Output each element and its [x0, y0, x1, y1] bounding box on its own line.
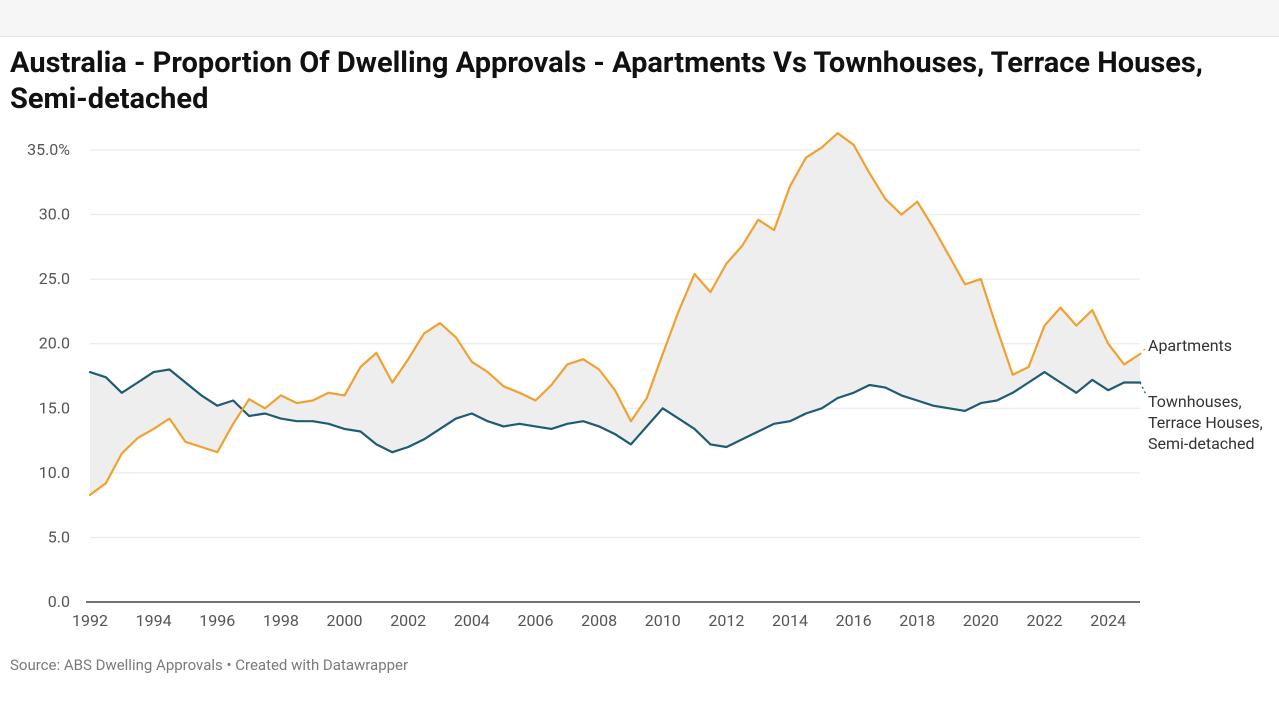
- svg-text:2016: 2016: [836, 611, 872, 630]
- svg-text:2004: 2004: [454, 611, 490, 630]
- svg-text:2012: 2012: [708, 611, 744, 630]
- svg-text:2000: 2000: [327, 611, 363, 630]
- top-bar: [0, 0, 1279, 37]
- line-chart: 0.0 5.0 10.0 15.0 20.0 25.0 30.0 35.0% 1992 1994 1…: [10, 132, 1269, 642]
- series-label-text: Townhouses, Terrace Houses, Semi-detache…: [1148, 392, 1263, 453]
- series-label-text: Apartments: [1148, 336, 1232, 355]
- series-label-townhouses: Townhouses, Terrace Houses, Semi-detache…: [1148, 392, 1268, 454]
- svg-text:25.0: 25.0: [39, 269, 70, 288]
- svg-text:1992: 1992: [72, 611, 108, 630]
- svg-text:2020: 2020: [963, 611, 999, 630]
- svg-text:1998: 1998: [263, 611, 299, 630]
- svg-text:20.0: 20.0: [39, 333, 70, 352]
- svg-text:2024: 2024: [1090, 611, 1126, 630]
- chart-title: Australia - Proportion Of Dwelling Appro…: [10, 45, 1269, 118]
- svg-text:2002: 2002: [390, 611, 426, 630]
- svg-text:1994: 1994: [136, 611, 172, 630]
- svg-text:5.0: 5.0: [48, 527, 70, 546]
- series-label-apartments: Apartments: [1148, 336, 1232, 357]
- svg-text:2022: 2022: [1027, 611, 1063, 630]
- chart-area: 0.0 5.0 10.0 15.0 20.0 25.0 30.0 35.0% 1992 1994 1…: [10, 132, 1269, 642]
- svg-text:2008: 2008: [581, 611, 617, 630]
- svg-text:35.0%: 35.0%: [27, 140, 70, 159]
- svg-text:1996: 1996: [199, 611, 235, 630]
- svg-text:2018: 2018: [899, 611, 935, 630]
- svg-text:2010: 2010: [645, 611, 681, 630]
- svg-text:10.0: 10.0: [39, 462, 70, 481]
- source-line: Source: ABS Dwelling Approvals • Created…: [10, 656, 1269, 674]
- svg-text:2014: 2014: [772, 611, 808, 630]
- svg-text:15.0: 15.0: [39, 398, 70, 417]
- svg-text:2006: 2006: [517, 611, 553, 630]
- svg-text:30.0: 30.0: [39, 204, 70, 223]
- svg-text:0.0: 0.0: [48, 592, 70, 611]
